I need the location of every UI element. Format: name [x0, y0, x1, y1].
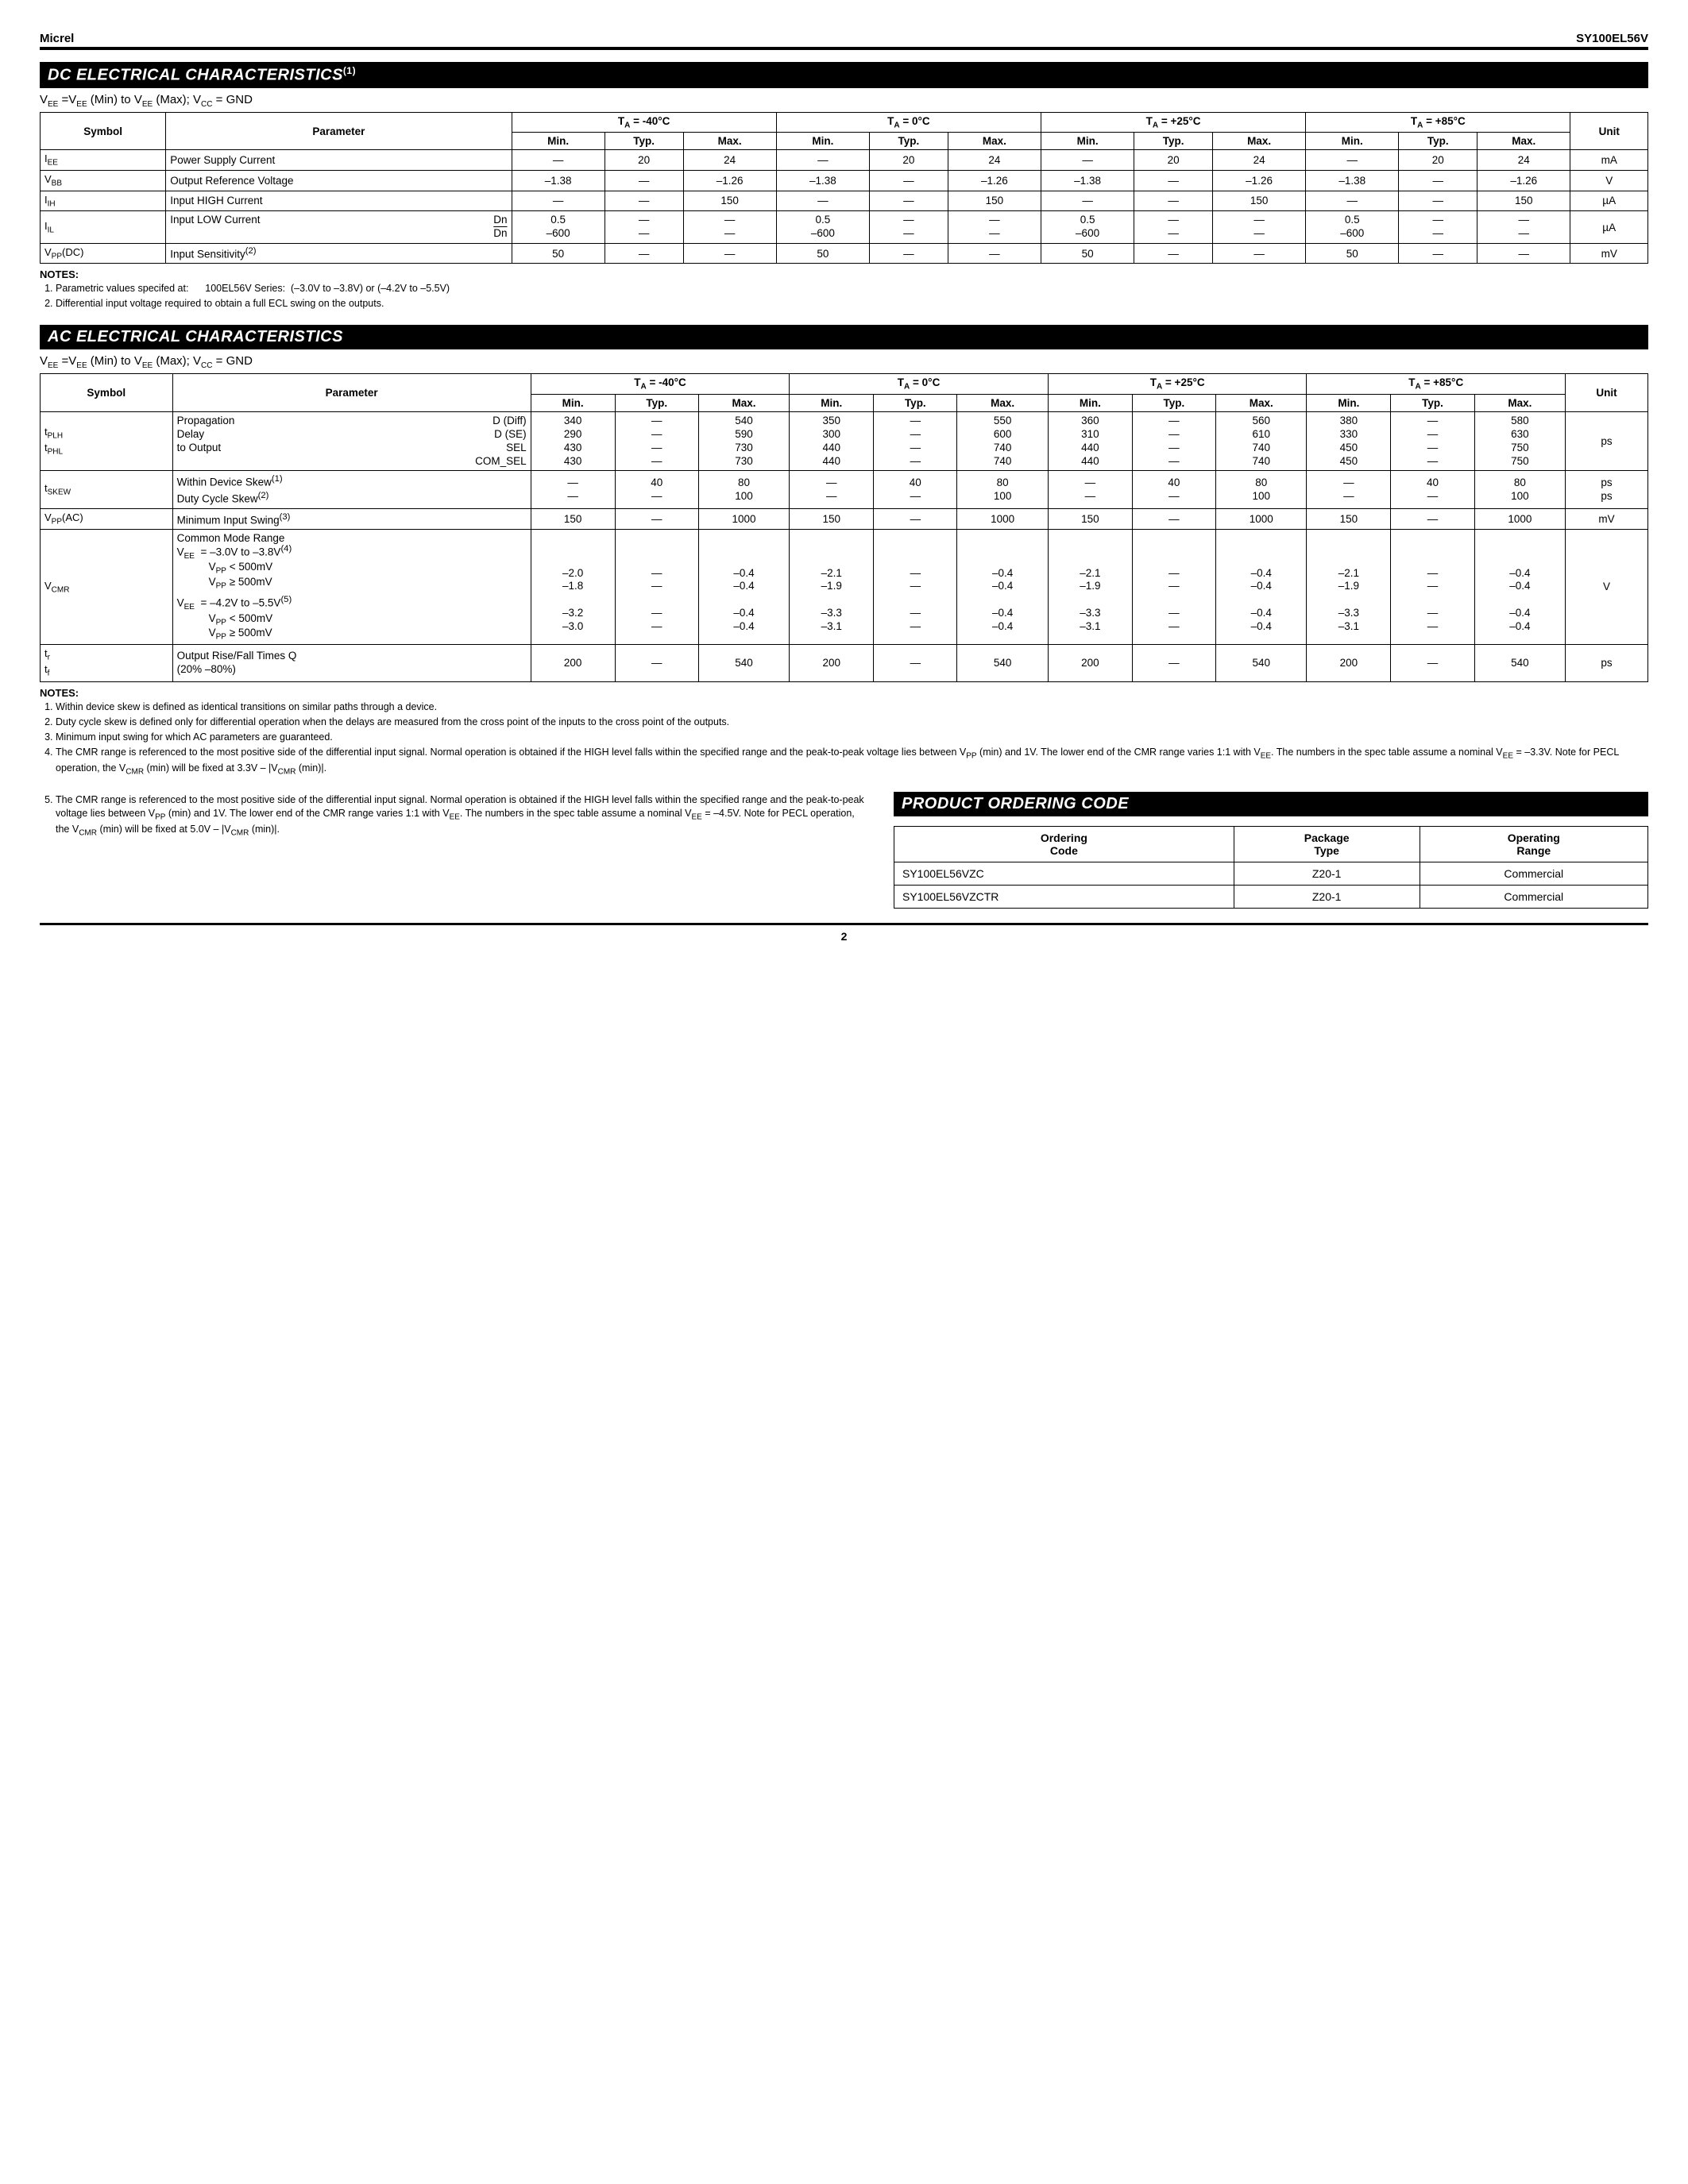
- ac-condition: VEE =VEE (Min) to VEE (Max); VCC = GND: [40, 354, 1648, 370]
- note-item: Parametric values specifed at: 100EL56V …: [56, 282, 1648, 295]
- page-header: Micrel SY100EL56V: [40, 32, 1648, 50]
- page-footer: 2: [40, 923, 1648, 943]
- dc-table: Symbol Parameter TA = -40°C TA = 0°C TA …: [40, 112, 1648, 264]
- dc-notes: Parametric values specifed at: 100EL56V …: [40, 282, 1648, 311]
- table-row: SY100EL56VZCZ20-1Commercial: [894, 862, 1648, 885]
- table-row: VPP(DC)Input Sensitivity(2)50——50——50——5…: [41, 243, 1648, 264]
- table-row: IIHInput HIGH Current——150——150——150——15…: [41, 191, 1648, 211]
- dc-notes-title: NOTES:: [40, 268, 1648, 280]
- note-item: Duty cycle skew is defined only for diff…: [56, 716, 1648, 729]
- note-item: Within device skew is defined as identic…: [56, 700, 1648, 714]
- dc-section-title: DC ELECTRICAL CHARACTERISTICS(1): [40, 62, 1648, 88]
- ac-notes-title: NOTES:: [40, 687, 1648, 699]
- table-row: VPP(AC)Minimum Input Swing(3)150—1000150…: [41, 509, 1648, 530]
- table-row: tPLHtPHLPropagationDelayto Output D (Dif…: [41, 411, 1648, 471]
- table-row: VBBOutput Reference Voltage–1.38—–1.26–1…: [41, 170, 1648, 191]
- note-item: Minimum input swing for which AC paramet…: [56, 731, 1648, 744]
- note-item: Differential input voltage required to o…: [56, 297, 1648, 311]
- table-row: IILInput LOW CurrentDnDn0.5–600————0.5–6…: [41, 211, 1648, 244]
- table-row: VCMRCommon Mode RangeVEE = –3.0V to –3.8…: [41, 529, 1648, 644]
- table-row: SY100EL56VZCTRZ20-1Commercial: [894, 885, 1648, 908]
- note-item: The CMR range is referenced to the most …: [56, 746, 1648, 778]
- header-right: SY100EL56V: [1576, 32, 1648, 45]
- dc-condition: VEE =VEE (Min) to VEE (Max); VCC = GND: [40, 93, 1648, 109]
- order-section-title: PRODUCT ORDERING CODE: [894, 792, 1648, 816]
- page-number: 2: [841, 930, 848, 943]
- table-row: trtfOutput Rise/Fall Times Q(20% –80%)20…: [41, 644, 1648, 681]
- ac-note5: The CMR range is referenced to the most …: [40, 793, 870, 839]
- ac-table: Symbol Parameter TA = -40°C TA = 0°C TA …: [40, 373, 1648, 682]
- table-row: tSKEWWithin Device Skew(1)Duty Cycle Ske…: [41, 471, 1648, 509]
- header-left: Micrel: [40, 32, 74, 45]
- ac-section-title: AC ELECTRICAL CHARACTERISTICS: [40, 325, 1648, 349]
- order-table: OrderingCode PackageType OperatingRange …: [894, 826, 1648, 909]
- table-row: IEEPower Supply Current—2024—2024—2024—2…: [41, 150, 1648, 171]
- ac-notes: Within device skew is defined as identic…: [40, 700, 1648, 778]
